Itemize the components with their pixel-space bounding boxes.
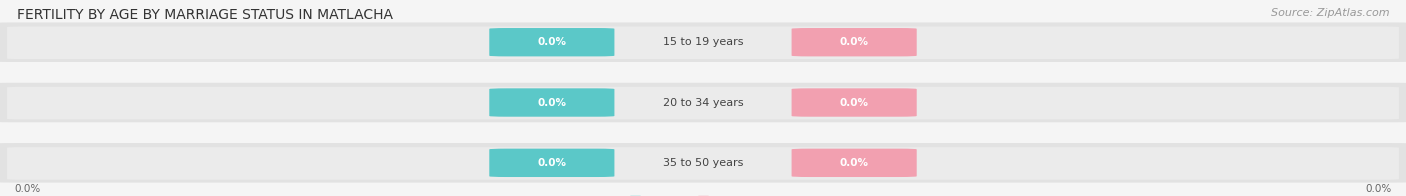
Text: 0.0%: 0.0% [839,37,869,47]
Text: 15 to 19 years: 15 to 19 years [662,37,744,47]
FancyBboxPatch shape [7,26,1399,59]
Text: 0.0%: 0.0% [537,98,567,108]
FancyBboxPatch shape [0,83,1406,122]
Text: 35 to 50 years: 35 to 50 years [662,158,744,168]
FancyBboxPatch shape [792,149,917,177]
Text: 0.0%: 0.0% [537,37,567,47]
Text: 0.0%: 0.0% [14,184,41,194]
Text: 20 to 34 years: 20 to 34 years [662,98,744,108]
FancyBboxPatch shape [489,149,614,177]
FancyBboxPatch shape [489,88,614,117]
FancyBboxPatch shape [0,22,1406,62]
Text: 0.0%: 0.0% [839,98,869,108]
Text: FERTILITY BY AGE BY MARRIAGE STATUS IN MATLACHA: FERTILITY BY AGE BY MARRIAGE STATUS IN M… [17,8,392,22]
FancyBboxPatch shape [0,143,1406,183]
Text: 0.0%: 0.0% [1365,184,1392,194]
FancyBboxPatch shape [792,88,917,117]
FancyBboxPatch shape [7,147,1399,180]
Text: 0.0%: 0.0% [839,158,869,168]
FancyBboxPatch shape [7,87,1399,119]
FancyBboxPatch shape [489,28,614,56]
FancyBboxPatch shape [792,28,917,56]
Text: 0.0%: 0.0% [537,158,567,168]
Text: Source: ZipAtlas.com: Source: ZipAtlas.com [1271,8,1389,18]
